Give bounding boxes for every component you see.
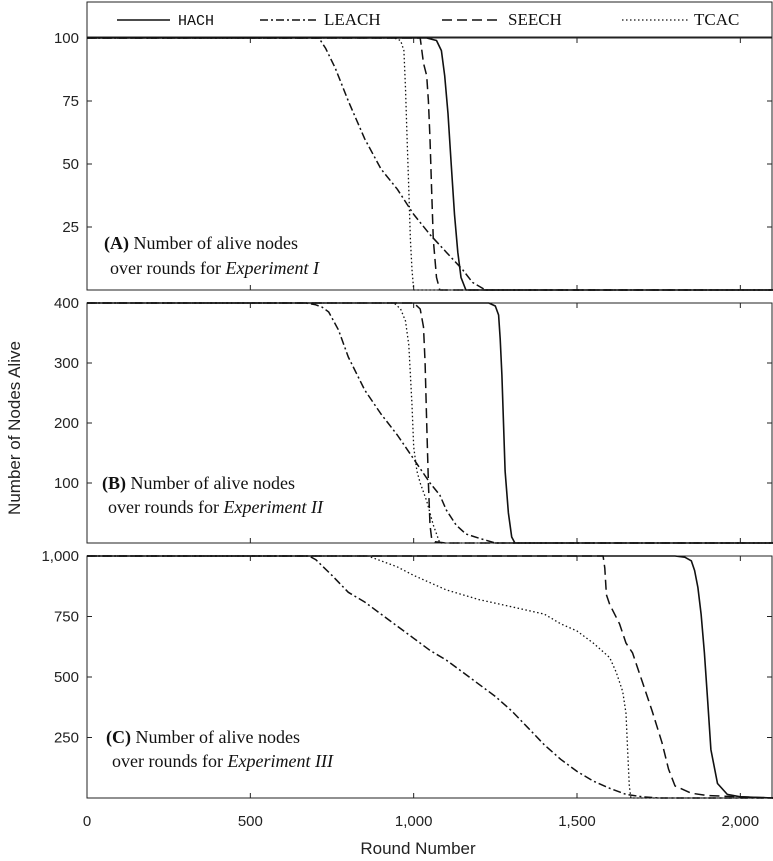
panel-note-experiment: Experiment I — [224, 258, 319, 278]
panel-note-experiment: Experiment III — [226, 751, 333, 771]
panel-note-text: Number of alive nodes — [126, 473, 295, 493]
series-line-tcac — [87, 37, 773, 291]
y-tick-label: 100 — [54, 30, 79, 47]
y-tick-label: 500 — [54, 669, 79, 686]
panel-note-text: Number of alive nodes — [129, 233, 298, 253]
x-tick-label: 1,000 — [395, 813, 433, 830]
y-axis-title: Number of Nodes Alive — [5, 341, 24, 515]
panel-note-prefix: over rounds for — [108, 497, 223, 517]
y-tick-label: 250 — [54, 730, 79, 747]
series-line-seech — [87, 555, 773, 799]
panel-note-prefix: over rounds for — [110, 258, 225, 278]
y-tick-label: 400 — [54, 295, 79, 312]
legend: HACH LEACH SEECH TCAC — [86, 1, 773, 38]
series-line-seech — [87, 302, 773, 544]
series-line-leach — [87, 302, 773, 544]
panel-note-line1: (C) Number of alive nodes — [106, 727, 300, 748]
panel-note-line2: over rounds for Experiment II — [108, 497, 324, 517]
panel-note-line2: over rounds for Experiment I — [110, 258, 320, 278]
y-tick-label: 1,000 — [41, 548, 79, 565]
panel-note-line2: over rounds for Experiment III — [112, 751, 334, 771]
panel-a: 25 50 75 100 (A) Number of alive nodes over r… — [54, 30, 773, 291]
y-tick-label: 100 — [54, 475, 79, 492]
panel-note-text: Number of alive nodes — [131, 727, 300, 747]
legend-label-seech: SEECH — [508, 10, 562, 29]
panel-note-experiment: Experiment II — [222, 497, 323, 517]
y-tick-label: 300 — [54, 355, 79, 372]
series-line-seech — [87, 37, 773, 291]
y-tick-label: 750 — [54, 609, 79, 626]
panel-note-line1: (A) Number of alive nodes — [104, 233, 298, 254]
x-tick-label: 2,000 — [722, 813, 760, 830]
y-tick-label: 75 — [62, 93, 79, 110]
x-axis-title: Round Number — [360, 839, 476, 858]
panel-note-letter: (C) — [106, 727, 131, 748]
x-tick-label: 1,500 — [558, 813, 596, 830]
panel-note-letter: (B) — [102, 473, 126, 494]
x-tick-label: 500 — [238, 813, 263, 830]
series-line-leach — [87, 555, 773, 799]
y-tick-label: 200 — [54, 415, 79, 432]
panel-note-letter: (A) — [104, 233, 129, 254]
legend-box — [86, 1, 773, 38]
x-tick-label: 0 — [83, 813, 91, 830]
panel-b: 100 200 300 400 (B) Number of alive nodes ove… — [54, 295, 773, 544]
legend-label-leach: LEACH — [324, 10, 381, 29]
panel-c: 250 500 750 1,000 0 500 1,000 1,500 2,000 (C) Num… — [41, 548, 773, 830]
y-tick-label: 25 — [62, 219, 79, 236]
panels: 25 50 75 100 (A) Number of alive nodes over r… — [41, 30, 773, 830]
panel-note-prefix: over rounds for — [112, 751, 227, 771]
series-line-hach — [87, 302, 773, 544]
y-tick-label: 50 — [62, 156, 79, 173]
legend-label-hach: HACH — [178, 13, 214, 30]
series-line-hach — [87, 555, 773, 799]
legend-label-tcac: TCAC — [694, 10, 739, 29]
panel-note-line1: (B) Number of alive nodes — [102, 473, 295, 494]
series-line-leach — [87, 37, 773, 291]
